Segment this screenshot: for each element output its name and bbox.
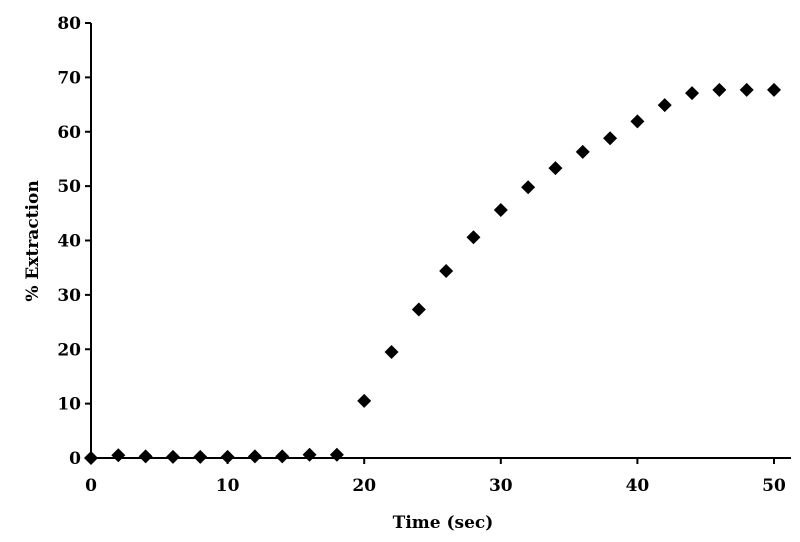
y-axis-label: % Extraction	[23, 180, 43, 301]
data-point	[111, 448, 126, 463]
axes	[90, 23, 791, 459]
y-tick-label: 80	[57, 14, 81, 34]
data-point	[84, 451, 98, 465]
data-point	[329, 447, 344, 462]
data-point	[493, 203, 508, 218]
x-axis-label: Time (sec)	[393, 513, 494, 533]
data-point	[138, 449, 153, 464]
data-point	[220, 449, 235, 464]
y-ticks: 0 10 20 30 40 50 60 70 80	[57, 14, 91, 469]
data-point	[302, 447, 317, 462]
data-point	[548, 161, 563, 176]
data-point	[275, 449, 290, 464]
data-point	[767, 82, 781, 97]
x-tick-label: 40	[626, 476, 650, 496]
data-point	[165, 449, 180, 464]
data-point	[521, 180, 536, 195]
data-point	[575, 144, 590, 159]
y-tick-label: 40	[57, 232, 81, 252]
data-points	[84, 82, 781, 465]
x-tick-label: 0	[85, 476, 97, 496]
y-tick-label: 0	[69, 449, 81, 469]
data-point	[657, 98, 672, 113]
y-tick-label: 10	[57, 395, 81, 415]
x-tick-label: 30	[489, 476, 513, 496]
data-point	[384, 344, 399, 359]
y-tick-label: 60	[57, 123, 81, 143]
y-tick-label: 20	[57, 340, 81, 360]
data-point	[712, 82, 727, 97]
x-tick-label: 50	[762, 476, 786, 496]
x-ticks: 0 10 20 30 40 50	[85, 458, 786, 496]
data-point	[685, 86, 700, 101]
y-tick-label: 30	[57, 286, 81, 306]
data-point	[247, 449, 262, 464]
data-point	[193, 449, 208, 464]
data-point	[466, 230, 481, 245]
x-tick-label: 10	[216, 476, 240, 496]
y-tick-label: 70	[57, 68, 81, 88]
data-point	[411, 302, 426, 317]
data-point	[739, 82, 754, 97]
data-point	[439, 263, 454, 278]
x-tick-label: 20	[352, 476, 376, 496]
y-tick-label: 50	[57, 177, 81, 197]
data-point	[357, 393, 372, 408]
data-point	[603, 131, 618, 146]
data-point	[630, 114, 645, 129]
